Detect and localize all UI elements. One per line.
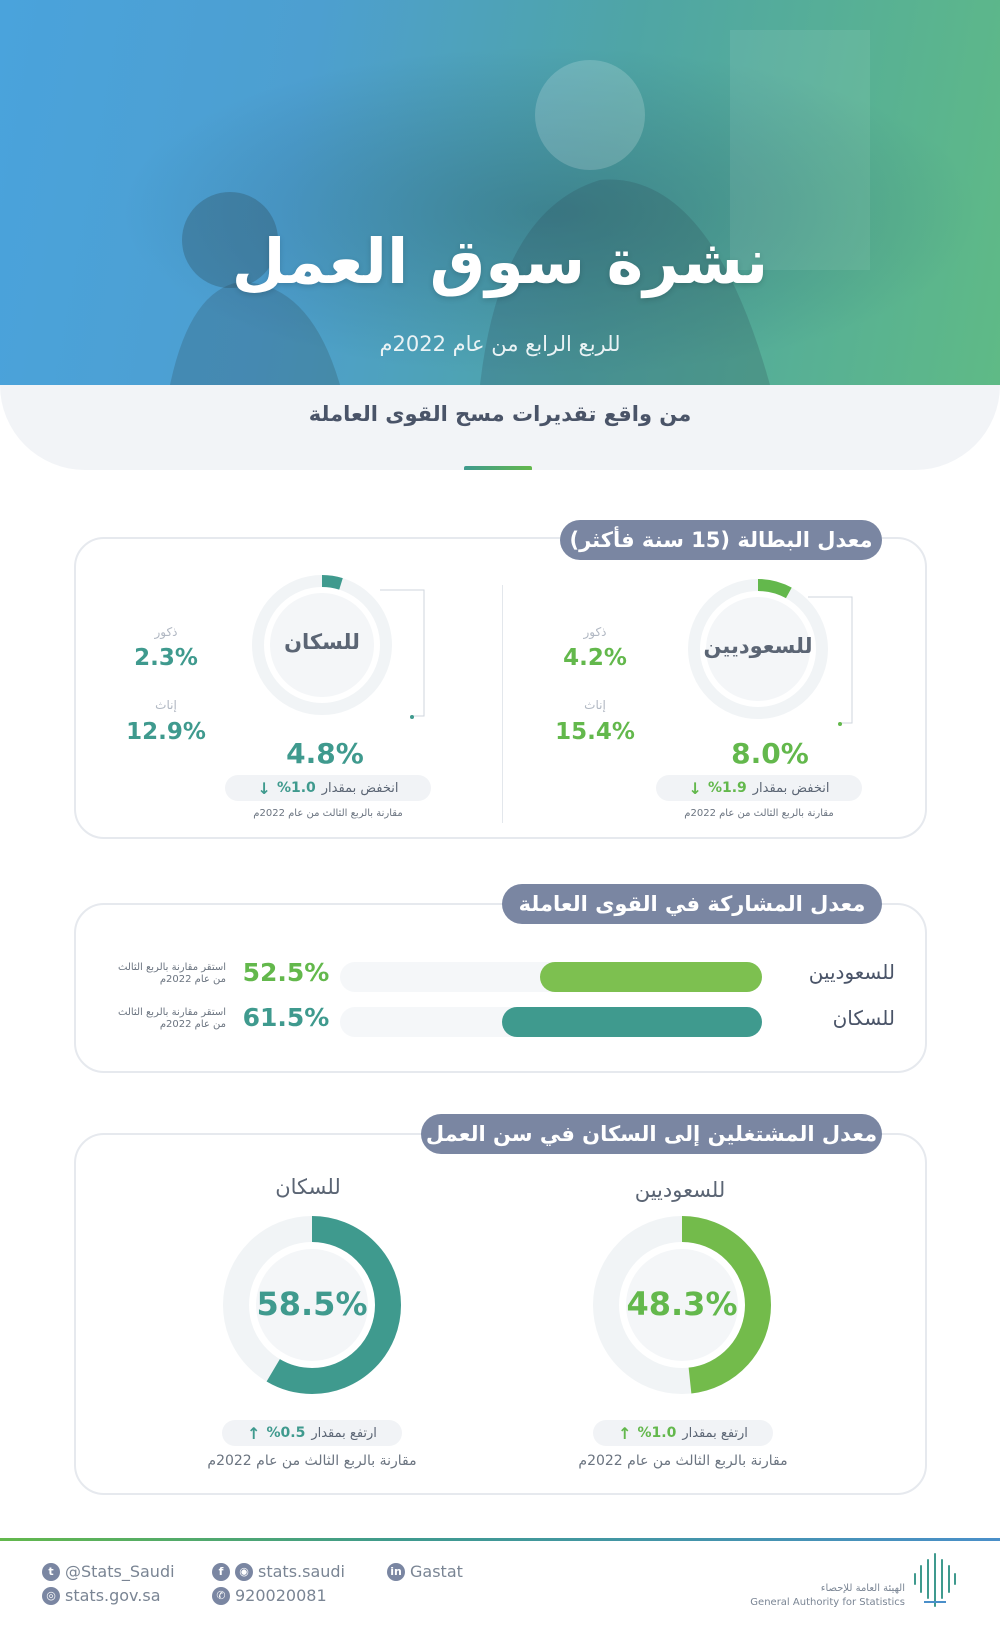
saudi-unemployment-comparison: مقارنة بالربع الثالث من عام 2022م bbox=[684, 808, 834, 819]
change-text: ارتفع بمقدار bbox=[311, 1425, 377, 1441]
linkedin-icon: in bbox=[387, 1562, 405, 1581]
gastat-logo-icon bbox=[914, 1553, 956, 1607]
participation-saudi-label: للسعوديين bbox=[808, 960, 895, 984]
saudi-males-rate: 4.2% bbox=[563, 645, 627, 671]
employment-saudi-arc bbox=[593, 1216, 771, 1394]
saudi-males-label: ذكور bbox=[583, 625, 607, 639]
org-name-en: General Authority for Statistics bbox=[750, 1597, 905, 1608]
note-line2: من عام 2022م bbox=[159, 974, 226, 985]
hero-photo-overlay bbox=[0, 0, 1000, 385]
footer-divider bbox=[0, 1538, 1000, 1541]
population-unemployment-rate: 4.8% bbox=[286, 737, 364, 770]
employment-ratio-panel bbox=[74, 1133, 927, 1495]
note-line1: استقر مقارنة بالربع الثالث bbox=[118, 962, 226, 973]
participation-population-bar bbox=[502, 1007, 762, 1037]
employment-population-comparison: مقارنة بالربع الثالث من عام 2022م bbox=[207, 1453, 417, 1469]
participation-population-label: للسكان bbox=[832, 1006, 895, 1030]
employment-population-rate: 58.5% bbox=[256, 1285, 368, 1323]
population-unemployment-label: للسكان bbox=[284, 630, 360, 654]
hero-background bbox=[0, 0, 1000, 385]
note-line1: استقر مقارنة بالربع الثالث bbox=[118, 1007, 226, 1018]
population-males-label: ذكور bbox=[154, 625, 178, 639]
page-title: نشرة سوق العمل bbox=[231, 225, 769, 298]
note-line2: من عام 2022م bbox=[159, 1019, 226, 1030]
employment-population-arc bbox=[223, 1216, 401, 1394]
title-underline bbox=[464, 466, 532, 470]
participation-saudi-value: 52.5% bbox=[242, 958, 330, 987]
participation-population-value: 61.5% bbox=[242, 1003, 330, 1032]
source-card bbox=[0, 385, 1000, 470]
twitter-icon: t bbox=[42, 1562, 60, 1581]
footer-social[interactable]: f ◉ stats.saudi bbox=[212, 1562, 345, 1581]
instagram-icon: ◉ bbox=[235, 1562, 253, 1581]
saudi-females-rate: 15.4% bbox=[555, 719, 635, 745]
phone-icon: ✆ bbox=[212, 1586, 230, 1605]
employment-population-change: ارتفع بمقدار %0.5 ↑ bbox=[222, 1420, 402, 1446]
twitter-handle: @Stats_Saudi bbox=[65, 1562, 175, 1581]
arrow-up-icon: ↑ bbox=[618, 1423, 632, 1443]
population-males-rate: 2.3% bbox=[134, 645, 198, 671]
source-line: من واقع تقديرات مسح القوى العاملة bbox=[308, 402, 692, 426]
social-handle: stats.saudi bbox=[258, 1562, 345, 1581]
population-unemployment-arc bbox=[252, 575, 392, 715]
arrow-down-icon: ↓ bbox=[257, 778, 271, 798]
facebook-icon: f bbox=[212, 1562, 230, 1581]
page-subtitle: للربع الرابع من عام 2022م bbox=[379, 332, 621, 356]
footer-linkedin[interactable]: in Gastat bbox=[387, 1562, 463, 1581]
globe-icon: ◎ bbox=[42, 1586, 60, 1605]
employment-saudi-label: للسعوديين bbox=[634, 1178, 726, 1202]
arrow-down-icon: ↓ bbox=[688, 778, 702, 798]
population-unemployment-comparison: مقارنة بالربع الثالث من عام 2022م bbox=[253, 808, 403, 819]
phone-number: 920020081 bbox=[235, 1586, 327, 1605]
footer-phone[interactable]: ✆ 920020081 bbox=[212, 1586, 327, 1605]
participation-population-note: استقر مقارنة بالربع الثالث من عام 2022م bbox=[86, 1007, 226, 1031]
saudi-unemployment-change: انخفض بمقدار %1.9 ↓ bbox=[656, 775, 862, 801]
population-unemployment-change: انخفض بمقدار %1.0 ↓ bbox=[225, 775, 431, 801]
saudi-unemployment-arc bbox=[688, 579, 828, 719]
employment-saudi-change: ارتفع بمقدار %1.0 ↑ bbox=[593, 1420, 773, 1446]
footer-website[interactable]: ◎ stats.gov.sa bbox=[42, 1586, 161, 1605]
participation-saudi-bar bbox=[540, 962, 762, 992]
saudi-unemployment-label: للسعوديين bbox=[703, 634, 813, 658]
employment-ratio-title: معدل المشتغلين إلى السكان في سن العمل bbox=[421, 1114, 882, 1154]
website-url: stats.gov.sa bbox=[65, 1586, 161, 1605]
panel-divider bbox=[502, 585, 503, 823]
employment-saudi-rate: 48.3% bbox=[626, 1285, 738, 1323]
saudi-unemployment-ring bbox=[683, 574, 833, 724]
change-text: انخفض بمقدار bbox=[752, 780, 830, 796]
employment-saudi-comparison: مقارنة بالربع الثالث من عام 2022م bbox=[578, 1453, 788, 1469]
population-unemployment-leader bbox=[380, 589, 425, 719]
change-value: %1.0 bbox=[276, 780, 316, 796]
participation-saudi-note: استقر مقارنة بالربع الثالث من عام 2022م bbox=[86, 962, 226, 986]
change-value: %1.9 bbox=[707, 780, 747, 796]
saudi-unemployment-leader bbox=[808, 596, 853, 726]
employment-population-ring bbox=[222, 1215, 402, 1395]
change-text: ارتفع بمقدار bbox=[682, 1425, 748, 1441]
change-value: %0.5 bbox=[266, 1425, 306, 1441]
org-name-ar: الهيئة العامة للإحصاء bbox=[820, 1583, 905, 1594]
employment-saudi-ring bbox=[592, 1215, 772, 1395]
employment-population-label: للسكان bbox=[275, 1175, 341, 1199]
change-value: %1.0 bbox=[637, 1425, 677, 1441]
change-text: انخفض بمقدار bbox=[321, 780, 399, 796]
population-unemployment-ring bbox=[247, 570, 397, 720]
population-females-rate: 12.9% bbox=[126, 719, 206, 745]
linkedin-handle: Gastat bbox=[410, 1562, 463, 1581]
footer-twitter[interactable]: t @Stats_Saudi bbox=[42, 1562, 175, 1581]
unemployment-title: معدل البطالة (15 سنة فأكثر) bbox=[560, 520, 882, 560]
participation-title: معدل المشاركة في القوى العاملة bbox=[502, 884, 882, 924]
saudi-females-label: إناث bbox=[584, 698, 606, 712]
hero-people-silhouette bbox=[170, 30, 870, 385]
hero-banner: نشرة سوق العمل للربع الرابع من عام 2022م… bbox=[0, 0, 1000, 470]
arrow-up-icon: ↑ bbox=[247, 1423, 261, 1443]
population-females-label: إناث bbox=[155, 698, 177, 712]
saudi-unemployment-rate: 8.0% bbox=[731, 737, 809, 770]
